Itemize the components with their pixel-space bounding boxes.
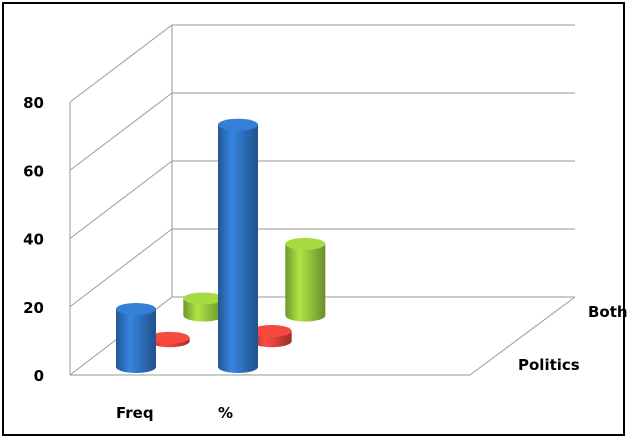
y-tick-label: 40	[23, 231, 44, 249]
y-tick-label: 0	[34, 367, 44, 385]
y-tick-label: 60	[23, 162, 44, 180]
bar-top	[285, 237, 326, 250]
bar	[149, 331, 190, 348]
chart-bars	[116, 118, 326, 374]
gridline-side	[69, 24, 173, 103]
bar	[183, 292, 224, 322]
y-tick-label: 80	[23, 94, 44, 112]
bar-top	[183, 292, 224, 305]
bar-body	[183, 298, 224, 322]
gridline-side	[69, 92, 173, 171]
chart-labels: 0 20 40 60 80 Freq % Politics Both	[23, 94, 627, 422]
bar-body	[218, 124, 258, 374]
gridline-side	[69, 228, 173, 308]
series-depth-label: Both	[588, 303, 628, 321]
x-tick-label: Freq	[116, 404, 154, 422]
gridline-side	[69, 160, 173, 239]
y-tick-label: 20	[23, 299, 44, 317]
bar	[251, 325, 292, 348]
x-tick-label: %	[218, 404, 233, 422]
chart-walls	[69, 24, 576, 376]
bar-top	[116, 302, 156, 315]
bar	[285, 237, 326, 322]
bar-top	[149, 331, 190, 344]
bar-body	[116, 308, 156, 373]
bar	[116, 302, 156, 373]
bar-body	[285, 243, 326, 322]
bar-top	[251, 325, 292, 338]
bar	[218, 118, 258, 374]
bar-top	[218, 118, 258, 131]
series-depth-label: Politics	[518, 356, 580, 374]
floor-edge	[469, 296, 576, 376]
